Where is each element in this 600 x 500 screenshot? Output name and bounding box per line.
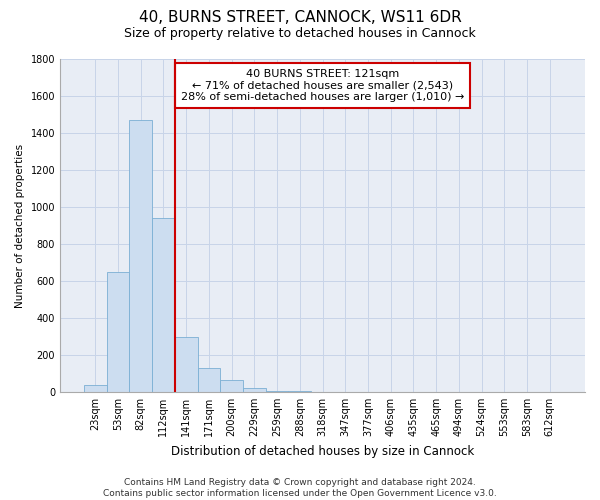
- Bar: [107, 272, 130, 392]
- Bar: [175, 338, 197, 392]
- Bar: [152, 218, 175, 392]
- Bar: [130, 120, 152, 392]
- Text: Contains HM Land Registry data © Crown copyright and database right 2024.
Contai: Contains HM Land Registry data © Crown c…: [103, 478, 497, 498]
- Bar: [243, 388, 266, 392]
- Bar: [220, 380, 243, 392]
- Bar: [84, 386, 107, 392]
- X-axis label: Distribution of detached houses by size in Cannock: Distribution of detached houses by size …: [171, 444, 474, 458]
- Y-axis label: Number of detached properties: Number of detached properties: [15, 144, 25, 308]
- Text: Size of property relative to detached houses in Cannock: Size of property relative to detached ho…: [124, 28, 476, 40]
- Text: 40, BURNS STREET, CANNOCK, WS11 6DR: 40, BURNS STREET, CANNOCK, WS11 6DR: [139, 10, 461, 25]
- Text: 40 BURNS STREET: 121sqm
← 71% of detached houses are smaller (2,543)
28% of semi: 40 BURNS STREET: 121sqm ← 71% of detache…: [181, 69, 464, 102]
- Bar: [266, 391, 289, 392]
- Bar: [197, 368, 220, 392]
